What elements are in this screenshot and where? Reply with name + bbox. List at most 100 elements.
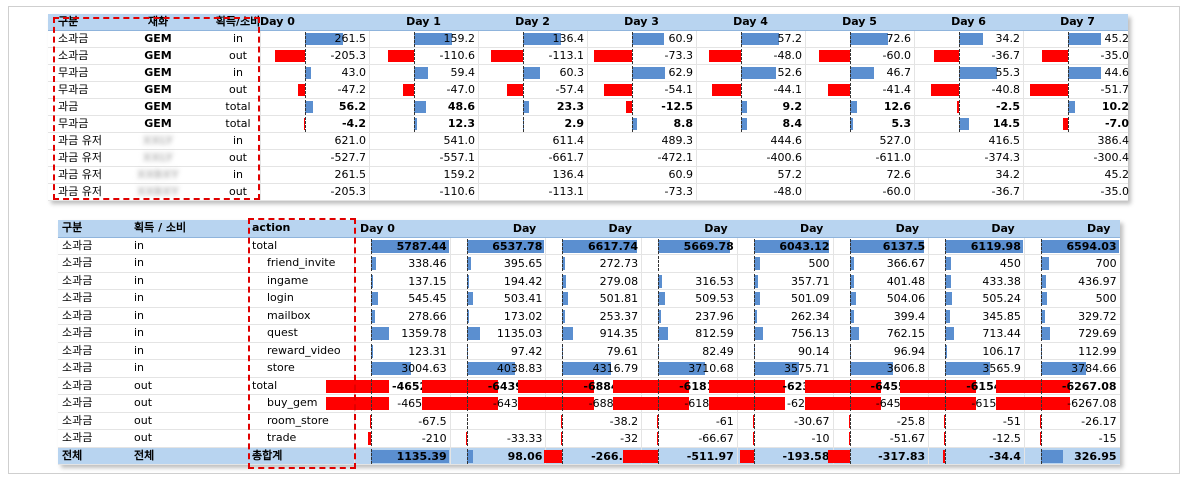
cell-value: 527.0 [879, 134, 912, 147]
positive-bar [753, 292, 761, 305]
value-cell: 6617.74 [545, 237, 641, 254]
value-cell: 45.2 [1023, 31, 1132, 47]
value-cell: 57.2 [696, 31, 805, 47]
cell-value: 500 [808, 257, 830, 270]
zero-axis [305, 83, 306, 98]
zero-axis [945, 256, 947, 271]
value-cell: 5669.78 [641, 237, 737, 254]
cell-value: 4316.79 [592, 362, 639, 375]
positive-bar [562, 257, 566, 270]
cell-value: -472.1 [657, 151, 693, 164]
value-cell: -73.3 [587, 184, 696, 200]
value-cell: -36.7 [914, 184, 1023, 200]
cell-value: -611.0 [875, 151, 911, 164]
value-cell: 1359.78 [354, 325, 450, 342]
value-cell: 57.2 [696, 167, 805, 183]
positive-bar [753, 239, 830, 253]
value-cell: -36.7 [914, 48, 1023, 64]
cell-value: 55.3 [995, 66, 1021, 79]
positive-bar [523, 67, 540, 79]
cell-value: 136.4 [552, 32, 585, 45]
positive-bar [753, 362, 799, 375]
negative-bar [517, 397, 594, 410]
positive-bar [658, 292, 665, 305]
value-cell: 261.5 [260, 167, 369, 183]
day-header: Day 6 [928, 220, 1024, 252]
row-action: room_store [267, 413, 329, 427]
cell-value: 44.6 [1104, 66, 1130, 79]
zero-axis [562, 326, 564, 341]
positive-bar [371, 449, 449, 463]
row-action: friend_invite [267, 256, 336, 269]
cell-value: 505.24 [982, 292, 1021, 305]
value-cell: -57.4 [478, 82, 587, 98]
zero-axis [658, 343, 660, 359]
negative-bar [657, 432, 659, 445]
value-cell: 12.6 [805, 99, 914, 115]
cell-value: -40.8 [991, 83, 1020, 96]
table-row: 과금 유저 XXBXY out -205.3 -110.6 -113.1 -73.3 -48.… [48, 184, 1129, 201]
value-cell: -47.0 [369, 82, 478, 98]
zero-axis [305, 117, 306, 132]
cell-value: 500 [1095, 292, 1117, 305]
value-cell: 136.4 [478, 31, 587, 47]
positive-bar [1040, 309, 1045, 323]
positive-bar [849, 309, 855, 323]
cell-value: 509.53 [695, 292, 734, 305]
negative-bar [709, 397, 786, 410]
negative-bar [711, 84, 741, 96]
cell-value: 72.6 [886, 168, 912, 181]
value-cell: 253.37 [545, 307, 641, 324]
value-cell: 700 [1023, 255, 1120, 272]
positive-bar [945, 362, 991, 375]
table-row: 무과금 GEM out -47.2 -47.0 -57.4 -54.1 -44.1 -41.4 -… [48, 82, 1129, 99]
zero-axis [658, 396, 660, 411]
value-cell: 46.7 [805, 65, 914, 81]
positive-bar [945, 257, 951, 270]
positive-bar [1040, 274, 1047, 288]
zero-axis [849, 448, 851, 464]
value-cell: 5787.44 [354, 237, 450, 254]
cell-value: 3784.66 [1071, 362, 1117, 375]
zero-axis [849, 343, 851, 359]
cell-value: 914.35 [599, 327, 639, 340]
day-header: Day 5 [805, 14, 914, 30]
zero-axis [945, 448, 947, 464]
zero-axis [945, 308, 947, 324]
value-cell: 90.14 [736, 342, 833, 359]
row-gubun: 무과금 [58, 83, 89, 96]
value-cell: 504.06 [832, 290, 929, 307]
zero-axis [466, 361, 468, 376]
value-cell: 500 [736, 255, 833, 272]
negative-bar [491, 50, 523, 62]
zero-axis [1068, 117, 1069, 132]
value-cell: -400.6 [696, 150, 805, 166]
value-cell: -73.3 [587, 48, 696, 64]
zero-axis [753, 291, 755, 306]
day-header-label: Day 7 [1060, 15, 1095, 28]
cell-value: -400.6 [766, 151, 802, 164]
cell-value: 60.3 [559, 66, 585, 79]
value-cell: 34.2 [914, 167, 1023, 183]
zero-axis [414, 83, 415, 98]
value-cell: -6267.08 [996, 395, 1120, 412]
zero-axis [466, 378, 468, 394]
row-gain-spend: out [134, 413, 153, 427]
negative-bar [1062, 118, 1068, 130]
day-header: Day 1 [369, 14, 478, 30]
value-cell: 23.3 [478, 99, 587, 115]
row-action: login [267, 291, 294, 304]
positive-bar [849, 274, 855, 288]
row-action: trade [267, 431, 297, 444]
cell-value: 5669.78 [683, 239, 734, 253]
value-cell: -48.0 [696, 184, 805, 200]
value-cell: -66.67 [641, 430, 737, 447]
day-header: Day 1 [450, 220, 546, 252]
zero-axis [1040, 448, 1042, 464]
zero-axis [466, 431, 468, 446]
value-cell: 500 [1023, 290, 1120, 307]
negative-bar [1042, 50, 1068, 62]
zero-axis [959, 49, 960, 64]
zero-axis [849, 256, 851, 271]
value-cell: 8.4 [696, 116, 805, 132]
